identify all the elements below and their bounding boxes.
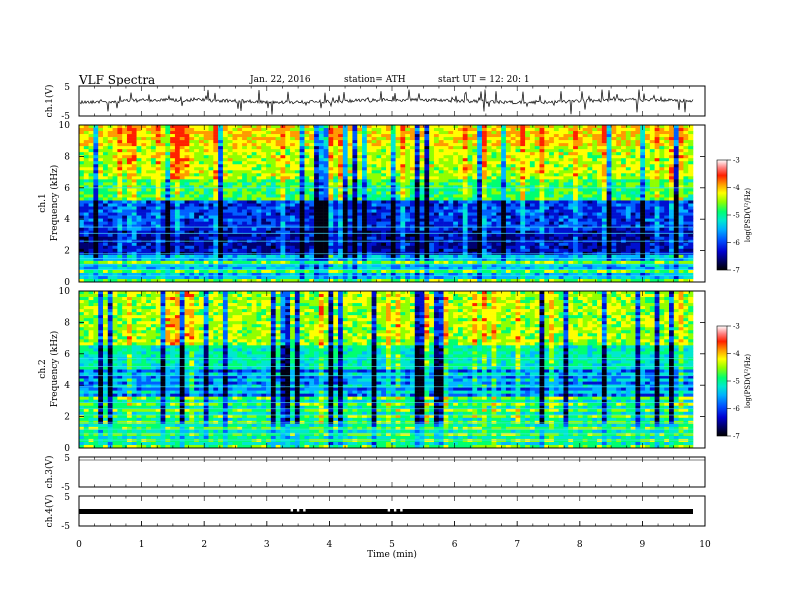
ch1-colorbar [717,160,727,270]
colorbar-tick-label: -5 [733,378,740,386]
x-axis-tick-label: 3 [264,540,270,550]
spectrogram-ytick-label: 10 [59,121,71,131]
ch2-colorbar-label: log(PSD(V²/Hz) [744,354,752,409]
colorbar-tick-label: -5 [733,212,740,220]
ch1-ylabel: ch.1(V) [44,85,55,118]
colorbar-tick-label: -3 [733,323,740,331]
ch4-waveform-panel: 5 -5 ch.4(V) 0 1 2 3 4 5 6 7 8 9 10 Time (min) [44,493,711,560]
spectrogram-ytick-label: 2 [64,413,70,423]
spectrogram-ytick-label: 10 [59,287,71,297]
x-axis-tick-label: 0 [76,540,82,550]
x-axis-label: Time (min) [367,549,417,560]
ch4-ylabel: ch.4(V) [44,495,55,528]
colorbar-tick-label: -7 [733,433,740,441]
ch2-spectrogram-ylabel-freq: Frequency (kHz) [49,331,60,408]
ch1-waveform-panel: 5 -5 ch.1(V) [44,83,705,122]
colorbar-tick-label: -3 [733,157,740,165]
ch3-ytick-top: 5 [64,454,70,464]
ch1-spectrogram-ylabel-channel: ch.1 [38,193,48,212]
x-axis-tick-label: 8 [577,540,583,550]
spectrogram-ytick-label: 6 [64,184,70,194]
x-axis-ticks: 0 1 2 3 4 5 6 7 8 9 10 [76,521,711,550]
spectrogram-ytick-label: 4 [64,215,70,225]
x-axis-tick-label: 9 [640,540,646,550]
spectrogram-ytick-label: 2 [64,247,70,257]
spectra-figure: VLF Spectra Jan. 22, 2016 station= ATH s… [0,0,792,612]
x-axis-tick-label: 6 [452,540,458,550]
spectrogram-ytick-label: 0 [64,444,70,454]
spectrogram-ytick-label: 4 [64,381,70,391]
spectrogram-ytick-label: 8 [64,152,70,162]
ch1-waveform-line [80,90,693,115]
spectrogram-ytick-label: 6 [64,350,70,360]
colorbar-tick-label: -7 [733,267,740,275]
x-axis-tick-label: 4 [327,540,333,550]
ch4-ytick-bottom: -5 [61,522,70,532]
ch4-waveform-band [79,509,693,514]
ch2-spectrogram-ylabel-channel: ch.2 [38,359,48,378]
ch2-colorbar [717,326,727,436]
ch1-spectrogram-image [79,125,705,282]
x-axis-tick-label: 2 [201,540,207,550]
x-axis-tick-label: 1 [139,540,145,550]
ch1-spectrogram-ylabel-freq: Frequency (kHz) [49,165,60,242]
colorbar-tick-label: -4 [733,350,740,358]
plot-area: 5 -5 ch.1(V) 0246810 ch.1 Frequency (kHz… [0,0,792,612]
x-axis-tick-label: 5 [389,540,395,550]
colorbar-tick-label: -4 [733,184,740,192]
spectrogram-ytick-label: 8 [64,318,70,328]
x-axis-tick-label: 10 [699,540,711,550]
colorbar-tick-label: -6 [733,405,740,413]
ch3-ytick-bottom: -5 [61,483,70,493]
ch2-spectrogram-image [79,291,705,448]
ch3-waveform-panel: 5 -5 ch.3(V) [44,454,705,493]
ch3-ylabel: ch.3(V) [44,456,55,489]
ch4-ytick-top: 5 [64,493,70,503]
ch1-colorbar-label: log(PSD(V²/Hz) [744,188,752,243]
ch1-ytick-top: 5 [64,83,70,93]
x-axis-tick-label: 7 [514,540,520,550]
colorbar-tick-label: -6 [733,239,740,247]
